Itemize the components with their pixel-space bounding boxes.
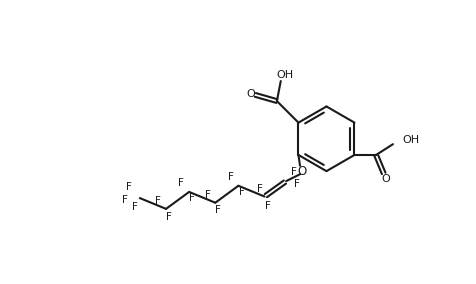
Text: OH: OH — [276, 70, 293, 80]
Text: F: F — [204, 190, 210, 200]
Text: F: F — [126, 182, 132, 192]
Text: O: O — [297, 165, 306, 178]
Text: O: O — [246, 89, 255, 99]
Text: F: F — [290, 167, 296, 177]
Text: F: F — [238, 187, 244, 197]
Text: F: F — [215, 205, 221, 215]
Text: O: O — [381, 174, 389, 184]
Text: F: F — [227, 172, 233, 181]
Text: F: F — [132, 202, 138, 212]
Text: F: F — [166, 212, 172, 222]
Text: F: F — [121, 195, 127, 205]
Text: F: F — [257, 184, 262, 194]
Text: F: F — [293, 179, 299, 189]
Text: OH: OH — [401, 135, 418, 145]
Text: F: F — [264, 201, 270, 211]
Text: F: F — [155, 196, 161, 206]
Text: F: F — [178, 178, 184, 188]
Text: F: F — [189, 193, 195, 203]
